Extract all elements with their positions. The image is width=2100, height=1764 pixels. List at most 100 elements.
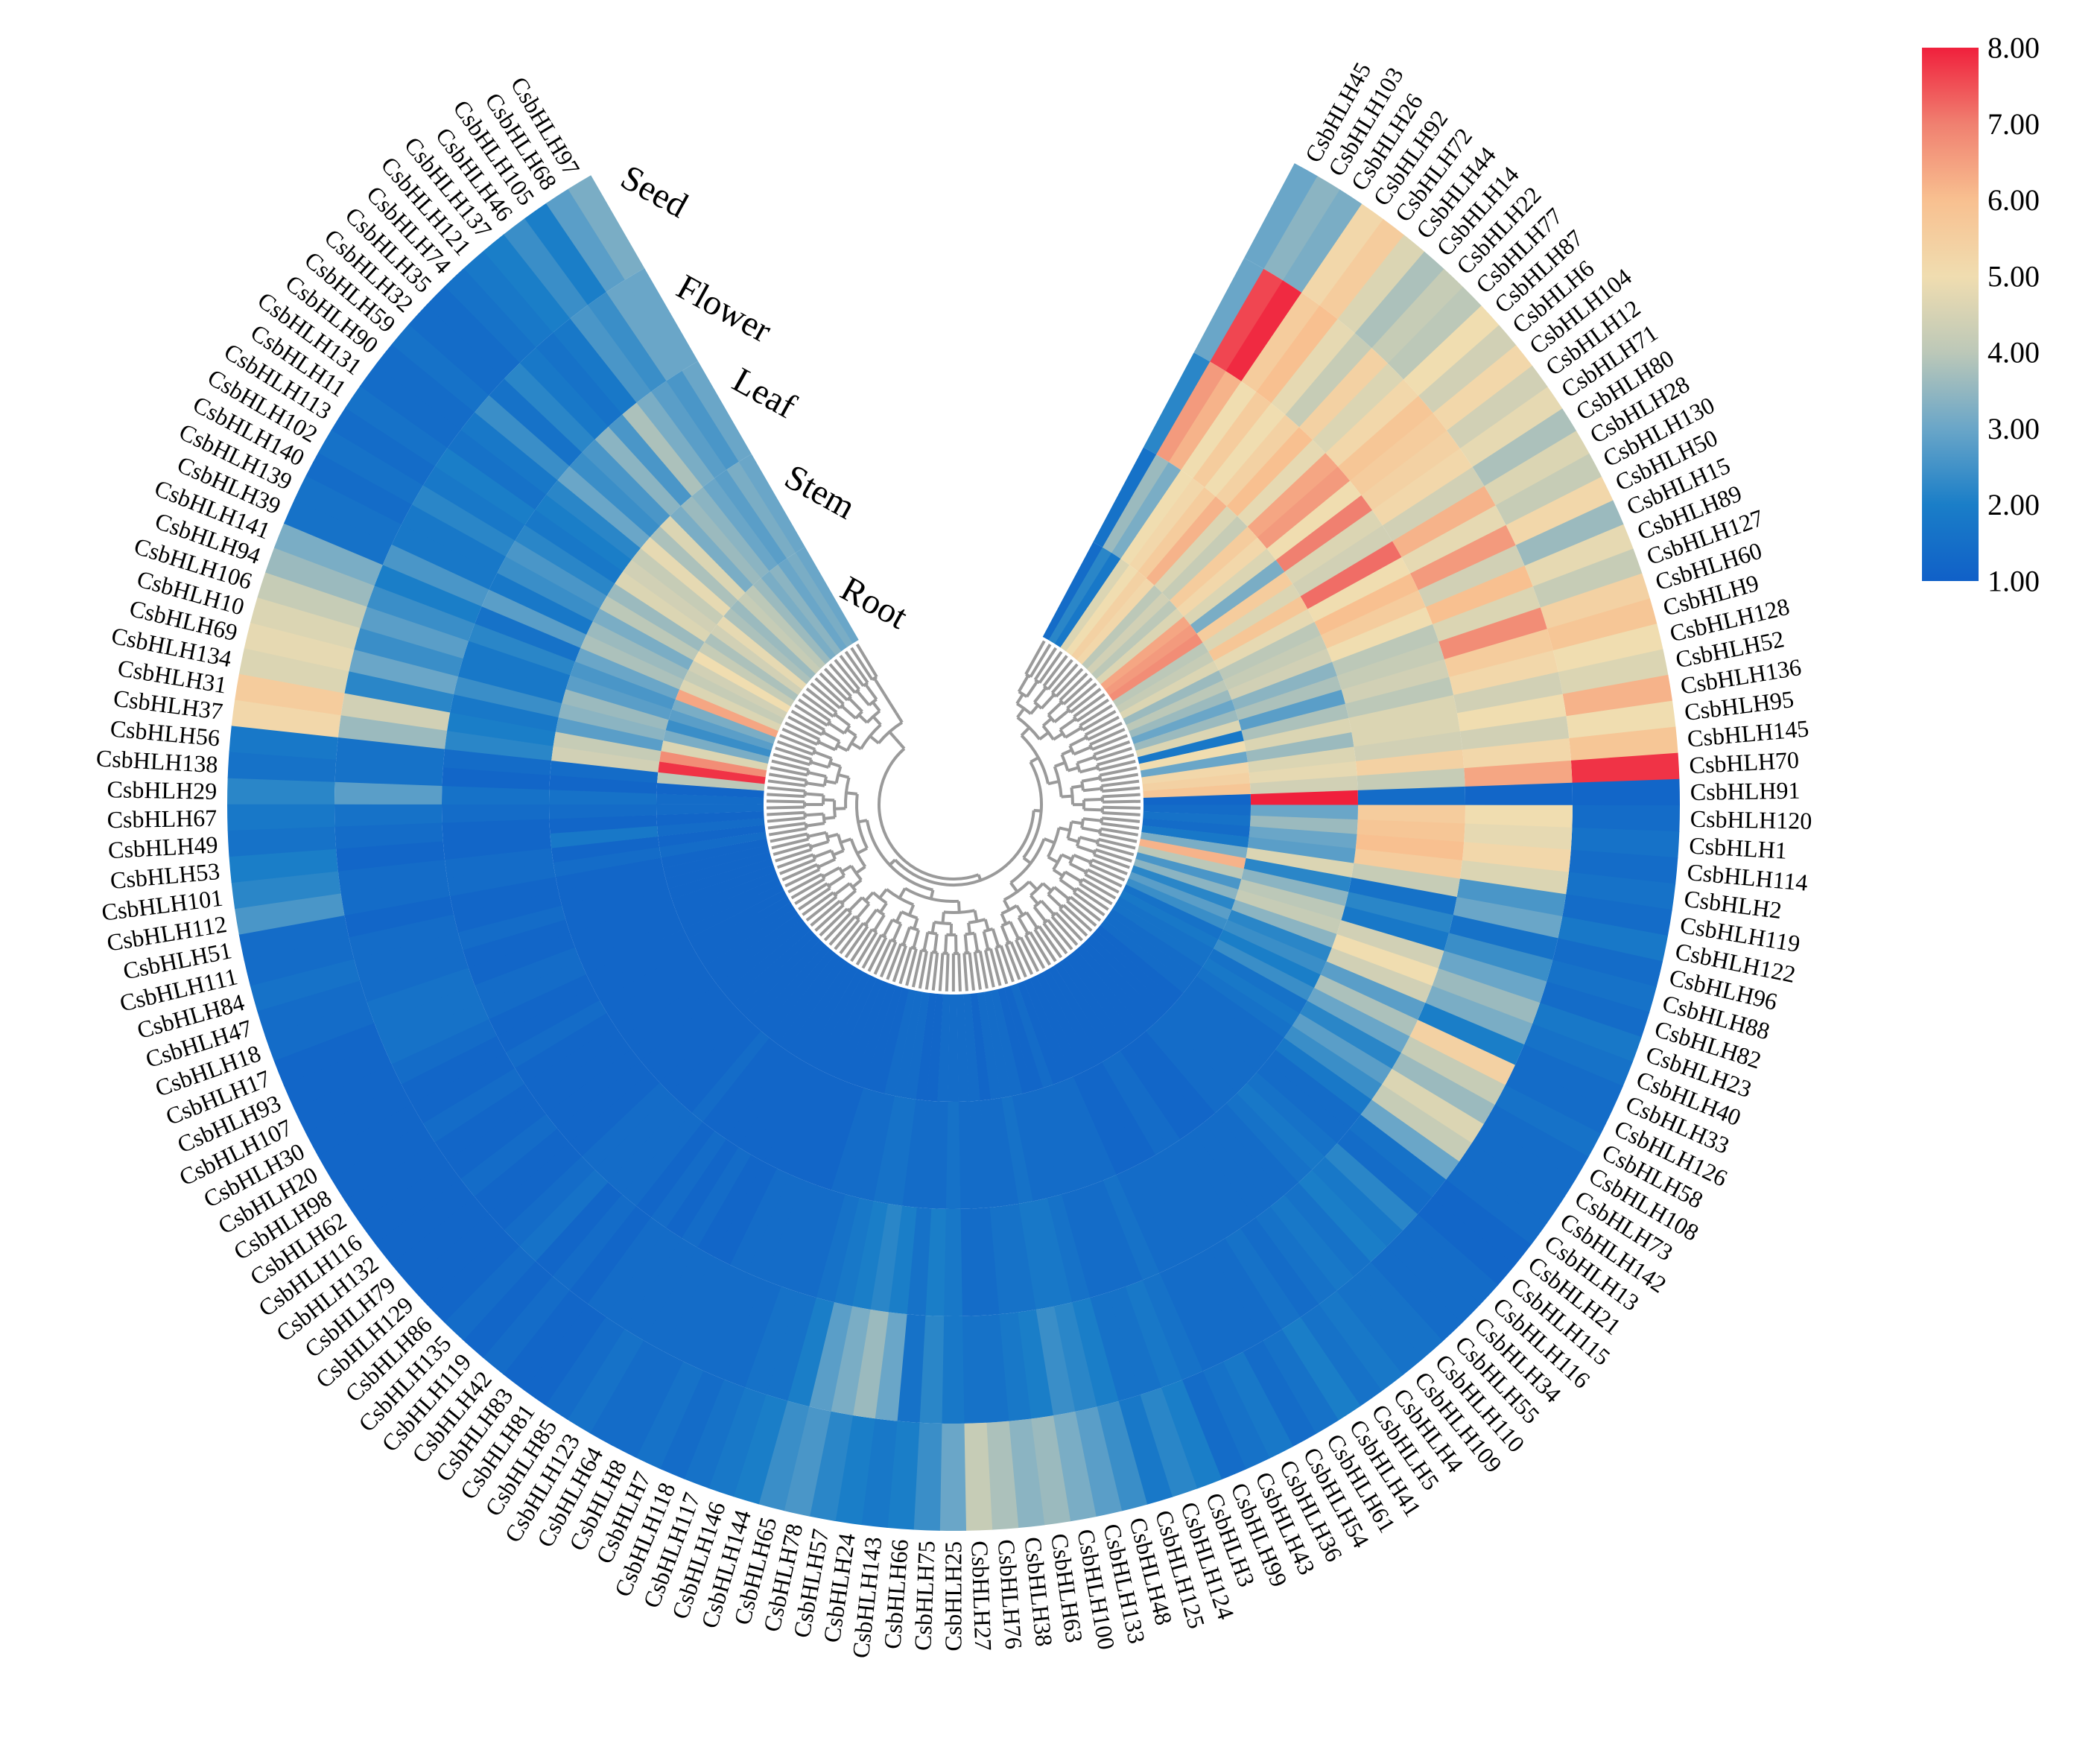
tree-branch (840, 705, 857, 720)
tree-arc (811, 854, 817, 860)
tree-branch (872, 701, 881, 712)
heatmap-cell (330, 1123, 435, 1202)
heatmap-cell (777, 957, 847, 1051)
heatmap-cell (1092, 1062, 1156, 1163)
tree-branch (892, 945, 907, 983)
heatmap-cell (1140, 751, 1248, 778)
tree-branch (813, 750, 833, 761)
tree-branch (1015, 904, 1024, 916)
heatmap-cell (1275, 1038, 1372, 1115)
tree-branch (873, 939, 892, 975)
heatmap-cell (913, 1422, 942, 1531)
heatmap-cell (1355, 834, 1465, 861)
heatmap-cell (679, 679, 781, 732)
heatmap-cell (750, 1062, 814, 1162)
heatmap-cell (1153, 1016, 1237, 1104)
heatmap-cell (1249, 775, 1358, 795)
heatmap-cell (640, 536, 731, 617)
heatmap-cell (518, 1169, 609, 1262)
heatmap-cell (1017, 980, 1064, 1085)
heatmap-cell (562, 688, 669, 731)
heatmap-cell (227, 751, 337, 782)
heatmap-cell (1532, 548, 1643, 609)
heatmap-cell (884, 989, 916, 1097)
tree-branch (1094, 848, 1132, 863)
heatmap-cell (1348, 694, 1458, 733)
heatmap-cell (536, 332, 623, 427)
tree-branch (1101, 822, 1140, 830)
tree-branch (1087, 721, 1123, 741)
tree-branch (1071, 820, 1083, 825)
heatmap-cell (1063, 1076, 1117, 1181)
heatmap-cell (1119, 890, 1219, 949)
tree-arc (1022, 761, 1043, 859)
heatmap-cell (657, 818, 765, 837)
heatmap-cell (1032, 1088, 1076, 1195)
heatmap-cell (1168, 371, 1242, 471)
tree-branch (1062, 677, 1093, 705)
tree-arc (855, 793, 869, 849)
tree-branch (924, 951, 934, 990)
heatmap-cell (723, 924, 811, 1001)
heatmap-cell (702, 1037, 778, 1131)
tree-branch (1073, 745, 1092, 756)
tree-branch (794, 882, 828, 905)
heatmap-cell (1203, 1113, 1285, 1208)
heatmap-cell (1345, 892, 1453, 933)
heatmap-cell (1216, 414, 1300, 507)
heatmap-cell (1566, 700, 1676, 739)
tree-branch (1040, 899, 1056, 916)
gene-label: CsbHLH49 (107, 831, 218, 863)
heatmap-cell (708, 1387, 767, 1497)
heatmap-cell (1086, 592, 1170, 675)
tree-branch (973, 910, 979, 922)
tree-branch (1069, 688, 1102, 714)
heatmap-cell (1357, 805, 1465, 825)
heatmap-cell (305, 1084, 412, 1156)
heatmap-cell (1105, 624, 1197, 696)
heatmap-cell (1097, 1400, 1148, 1511)
heatmap-cell (635, 1361, 704, 1469)
tree-branch (933, 933, 939, 953)
heatmap-cell (1129, 1161, 1193, 1266)
heatmap-cell (1241, 292, 1321, 393)
heatmap-cell (894, 990, 923, 1098)
tree-arc (834, 740, 841, 751)
heatmap-cell (1111, 1050, 1181, 1148)
heatmap-cell (1223, 635, 1327, 691)
tree-branch (823, 911, 852, 942)
heatmap-cell (555, 717, 664, 752)
tree-branch (864, 683, 878, 700)
tree-branch (1079, 766, 1099, 774)
heatmap-cell (670, 505, 754, 593)
tree-arc (816, 863, 821, 871)
colorbar-tick-label: 2.00 (1988, 488, 2040, 521)
tree-branch (790, 709, 825, 732)
tree-branch (1098, 837, 1136, 850)
heatmap-cell (1091, 600, 1177, 679)
heatmap-cell (503, 1289, 588, 1391)
heatmap-cell (1337, 235, 1425, 334)
heatmap-cell (1292, 1013, 1392, 1085)
heatmap-cell (697, 1154, 764, 1257)
tree-arc (804, 780, 808, 787)
tree-branch (912, 930, 921, 949)
heatmap-cell (1208, 1238, 1282, 1342)
heatmap-cell (1116, 651, 1214, 713)
heatmap-cell (1284, 510, 1383, 585)
heatmap-cell (666, 370, 740, 470)
tree-branch (1069, 735, 1088, 747)
heatmap-cell (434, 1083, 536, 1161)
tree-branch (834, 882, 851, 896)
heatmap-cell (907, 1207, 932, 1316)
tree-arc (875, 908, 886, 916)
heatmap-cell (1262, 1329, 1339, 1435)
tree-arc (838, 900, 845, 907)
colorbar: 8.00 7.00 6.00 5.00 4.00 3.00 2.00 1.00 (1922, 31, 2040, 598)
tree-branch (878, 888, 888, 899)
heatmap-cell (1371, 268, 1464, 364)
tree-branch (1089, 863, 1126, 882)
heatmap-cell (469, 623, 576, 676)
heatmap-cell (1088, 1180, 1143, 1287)
heatmap-cell (665, 851, 772, 889)
